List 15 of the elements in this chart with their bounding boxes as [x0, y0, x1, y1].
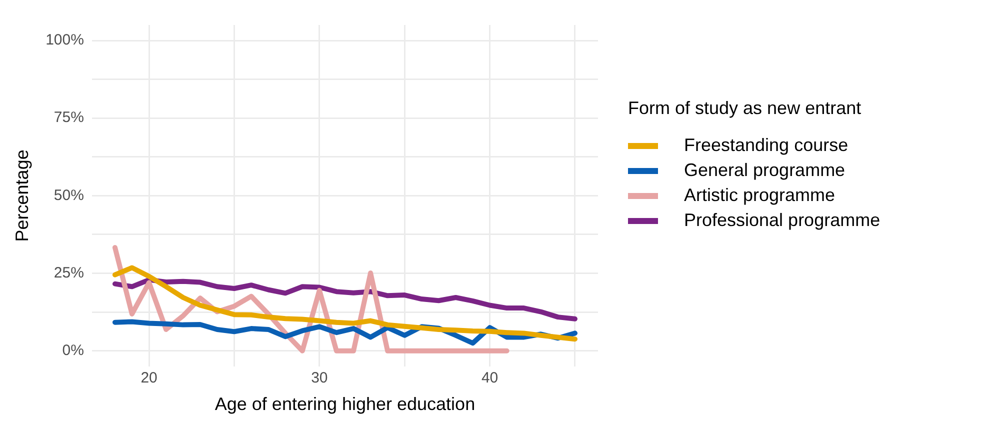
y-tick-label: 50%: [54, 186, 84, 204]
y-tick-label: 75%: [54, 109, 84, 126]
y-tick-label: 100%: [46, 32, 84, 49]
y-axis-title: Percentage: [12, 150, 32, 242]
legend-label: General programme: [684, 160, 846, 181]
legend-title: Form of study as new entrant: [628, 98, 862, 119]
legend-label: Freestanding course: [684, 135, 848, 156]
legend-label: Professional programme: [684, 210, 880, 231]
x-tick-label: 40: [481, 370, 498, 387]
x-tick-label: 20: [140, 370, 158, 387]
x-axis-title: Age of entering higher education: [214, 394, 476, 414]
y-tick-label: 0%: [62, 342, 84, 360]
legend-label: Artistic programme: [684, 185, 836, 206]
y-tick-label: 25%: [54, 264, 84, 282]
x-tick-label: 30: [311, 370, 328, 387]
